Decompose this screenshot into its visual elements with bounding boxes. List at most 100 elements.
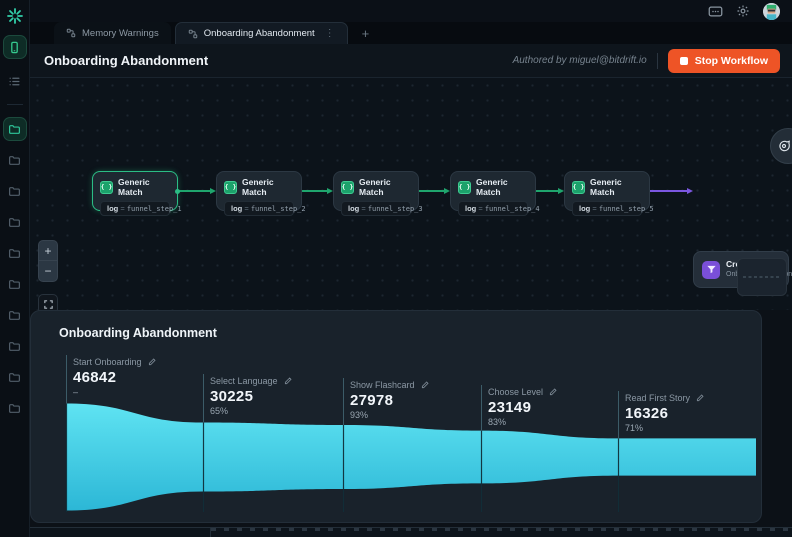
- stop-square-icon: [679, 56, 688, 65]
- folder-icon: [9, 341, 20, 351]
- node-condition: log = funnel_step_4: [458, 201, 540, 216]
- sidebar-item-logs[interactable]: [4, 70, 26, 92]
- folder-icon: [9, 279, 20, 289]
- sidebar-folder[interactable]: [4, 366, 26, 388]
- gear-icon[interactable]: [736, 4, 750, 18]
- workflow-node-generic-match[interactable]: { } Generic Match log = funnel_step_5: [564, 171, 654, 216]
- sidebar-folder[interactable]: [4, 149, 26, 171]
- funnel-step: Read First Story 16326 71%: [625, 393, 704, 433]
- phone-icon: [11, 41, 18, 53]
- edge-arrowhead: [327, 187, 333, 194]
- braces-icon: { }: [100, 180, 113, 194]
- workflow-canvas[interactable]: { } Generic Match log = funnel_step_1 { …: [30, 78, 792, 314]
- tab-label: Onboarding Abandonment: [203, 28, 315, 39]
- braces-icon: { }: [224, 180, 237, 194]
- edge-connector-funnel: [650, 190, 689, 192]
- workflow-node-generic-match[interactable]: { } Generic Match log = funnel_step_3: [333, 171, 423, 216]
- chat-bubble-icon: [779, 140, 790, 152]
- sidebar-divider: [6, 104, 23, 105]
- edge-arrowhead: [210, 187, 216, 194]
- fit-view-button[interactable]: [38, 294, 58, 314]
- funnel-title: Onboarding Abandonment: [59, 326, 217, 340]
- tab-memory-warnings[interactable]: Memory Warnings: [54, 22, 171, 44]
- folder-icon: [9, 217, 20, 227]
- bitdrift-logo-icon[interactable]: [6, 8, 23, 24]
- workflow-node-generic-match[interactable]: { } Generic Match log = funnel_step_4: [450, 171, 540, 216]
- node-condition: log = funnel_step_3: [341, 201, 423, 216]
- workflow-header: Onboarding Abandonment Authored by migue…: [30, 44, 792, 78]
- sidebar-folder[interactable]: [4, 273, 26, 295]
- sidebar-folder[interactable]: [4, 304, 26, 326]
- funnel-step: Start Onboarding 46842 –: [73, 357, 156, 397]
- node-output-handle[interactable]: [175, 189, 180, 194]
- stop-workflow-label: Stop Workflow: [694, 54, 768, 67]
- folder-icon: [9, 403, 20, 413]
- funnel-step-conversion: 71%: [625, 423, 644, 433]
- page-title: Onboarding Abandonment: [44, 53, 209, 68]
- topbar: [30, 0, 792, 22]
- funnel-step-conversion: 65%: [210, 406, 229, 416]
- funnel-step-value: 23149: [488, 399, 532, 416]
- funnel-step-conversion: 93%: [350, 410, 369, 420]
- next-section-left-column: [30, 528, 211, 537]
- edit-step-icon[interactable]: [284, 377, 292, 385]
- next-section-ticks: [211, 528, 792, 531]
- tab-label: Memory Warnings: [82, 27, 159, 39]
- folder-icon: [9, 124, 20, 134]
- edge-arrowhead: [687, 187, 693, 194]
- sidebar-item-devices[interactable]: [3, 36, 26, 58]
- zoom-out-button[interactable]: −: [38, 261, 58, 282]
- sidebar-folder[interactable]: [4, 180, 26, 202]
- user-avatar[interactable]: [763, 2, 780, 20]
- funnel-step-label: Read First Story: [625, 393, 691, 403]
- funnel-step: Show Flashcard 27978 93%: [350, 380, 429, 420]
- funnel-step-value: 27978: [350, 392, 394, 409]
- workflow-icon: [66, 28, 76, 38]
- funnel-area: [66, 403, 756, 511]
- node-title: Generic Match: [590, 177, 622, 197]
- canvas-minimap[interactable]: [737, 258, 787, 296]
- sidebar-folder[interactable]: [4, 397, 26, 419]
- authored-by: Authored by miguel@bitdrift.io: [512, 55, 647, 66]
- list-icon: [9, 77, 20, 85]
- tab-menu-icon[interactable]: ⋮: [324, 28, 335, 39]
- left-sidebar: [0, 0, 30, 537]
- tab-onboarding-abandonment[interactable]: Onboarding Abandonment ⋮: [174, 22, 348, 44]
- workflow-icon: [188, 29, 198, 39]
- zoom-in-button[interactable]: +: [38, 240, 58, 261]
- folder-icon: [9, 155, 20, 165]
- workflow-node-generic-match[interactable]: { } Generic Match log = funnel_step_2: [216, 171, 306, 216]
- funnel-panel: Onboarding Abandonment Start Onboarding …: [30, 310, 762, 523]
- funnel-step-value: 46842: [73, 369, 117, 386]
- edge-connector: [302, 190, 329, 192]
- message-icon[interactable]: [708, 4, 723, 19]
- add-tab-button[interactable]: +: [361, 26, 370, 41]
- sidebar-folder[interactable]: [4, 242, 26, 264]
- tab-bar: Memory Warnings Onboarding Abandonment ⋮…: [30, 22, 792, 44]
- edge-arrowhead: [444, 187, 450, 194]
- edit-step-icon[interactable]: [148, 358, 156, 366]
- funnel-step: Select Language 30225 65%: [210, 376, 292, 416]
- stop-workflow-button[interactable]: Stop Workflow: [667, 48, 780, 73]
- funnel-step-label: Select Language: [210, 376, 278, 386]
- edit-step-icon[interactable]: [696, 394, 704, 402]
- edit-step-icon[interactable]: [421, 381, 429, 389]
- edit-step-icon[interactable]: [549, 388, 557, 396]
- braces-icon: { }: [341, 180, 354, 194]
- sidebar-folder[interactable]: [4, 335, 26, 357]
- sidebar-folder[interactable]: [3, 118, 26, 140]
- node-title: Generic Match: [118, 177, 150, 197]
- funnel-step-label: Start Onboarding: [73, 357, 142, 367]
- funnel-step-value: 30225: [210, 388, 254, 405]
- sidebar-folder-list: [3, 109, 26, 419]
- folder-icon: [9, 186, 20, 196]
- funnel-step-conversion: 83%: [488, 417, 507, 427]
- funnel-svg: [65, 355, 756, 512]
- folder-icon: [9, 372, 20, 382]
- funnel-step-conversion: –: [73, 387, 79, 397]
- divider: [656, 52, 658, 69]
- funnel-step-value: 16326: [625, 405, 669, 422]
- sidebar-folder[interactable]: [4, 211, 26, 233]
- canvas-zoom-controls: + −: [38, 240, 58, 314]
- workflow-node-generic-match[interactable]: { } Generic Match log = funnel_step_1: [92, 171, 182, 216]
